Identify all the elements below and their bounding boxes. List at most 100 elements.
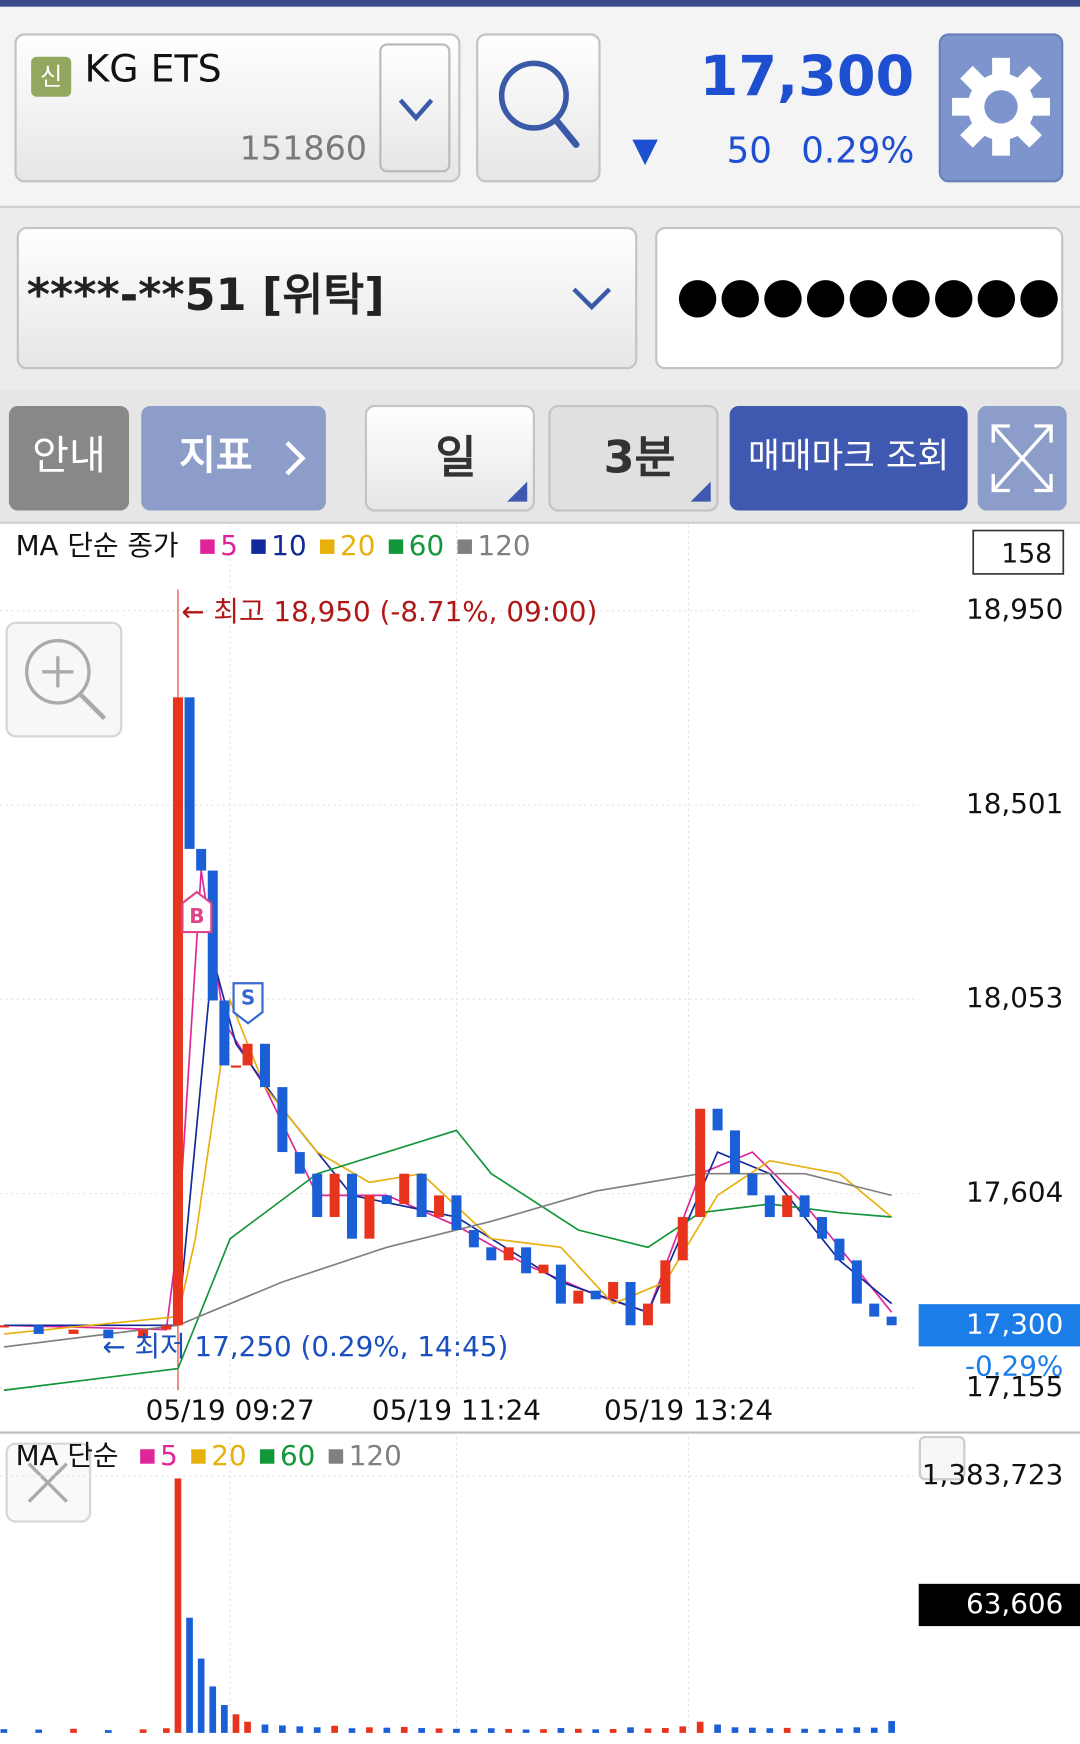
corner-mark	[690, 481, 711, 502]
legend-swatch	[388, 539, 404, 554]
legend-label: 20	[340, 529, 375, 562]
candle	[625, 1281, 636, 1326]
y-tick-label: 1,383,723	[922, 1458, 1063, 1491]
candle	[555, 1264, 566, 1304]
password-field[interactable]	[655, 226, 1064, 370]
period-button[interactable]	[364, 404, 535, 512]
gear-icon	[952, 57, 1050, 156]
change-pct: 0.29%	[801, 130, 914, 171]
candle	[259, 1043, 270, 1088]
volume-bar	[505, 1728, 513, 1733]
volume-bar	[261, 1724, 269, 1733]
legend-swatch	[457, 539, 472, 554]
volume-bar	[470, 1729, 478, 1733]
volume-bar	[197, 1658, 205, 1733]
volume-bar	[348, 1728, 356, 1733]
volume-bar	[818, 1729, 826, 1733]
candle	[381, 1195, 392, 1205]
legend-swatch	[191, 1449, 206, 1464]
search-button[interactable]	[476, 33, 601, 183]
volume-bar	[366, 1727, 373, 1733]
search-icon-handle	[552, 116, 580, 148]
candle	[329, 1173, 340, 1218]
interval-button[interactable]	[548, 404, 719, 512]
indicator-button[interactable]	[141, 405, 326, 511]
legend-swatch	[259, 1449, 275, 1464]
candle	[573, 1290, 584, 1304]
charts: 18,950 18,501 18,053 17,604 17,155 05/19 09:2…	[0, 524, 1080, 1733]
volume-bar	[853, 1727, 861, 1733]
volume-bar	[540, 1729, 547, 1733]
close-icon	[27, 1462, 68, 1503]
last-change-label: -0.29%	[965, 1350, 1063, 1383]
volume-bar	[453, 1728, 460, 1733]
legend-swatch	[320, 539, 335, 554]
x-tick-label: 05/19 13:24	[604, 1393, 773, 1426]
candle	[695, 1108, 706, 1218]
candle	[196, 848, 207, 871]
candle	[416, 1173, 427, 1218]
info-button[interactable]	[8, 405, 130, 511]
volume-bar	[714, 1724, 721, 1733]
volume-bar	[418, 1728, 425, 1733]
stock-dropdown[interactable]	[379, 43, 451, 173]
indicator-label: 지표	[179, 433, 253, 479]
y-tick-label: 18,501	[966, 787, 1063, 820]
volume-bar	[0, 1729, 8, 1733]
candle	[608, 1281, 619, 1300]
volume-bar	[70, 1728, 77, 1733]
candle	[886, 1316, 897, 1326]
legend-label: 60	[409, 529, 444, 562]
candle	[434, 1195, 445, 1218]
legend-label: 120	[478, 529, 531, 562]
candle	[138, 1329, 149, 1339]
scroll-top-button[interactable]	[918, 1435, 966, 1481]
candle	[521, 1247, 532, 1274]
y-tick-label: 17,604	[966, 1176, 1063, 1209]
volume-bar	[522, 1729, 530, 1733]
badge	[31, 56, 72, 97]
chevron	[285, 441, 306, 476]
candle	[834, 1238, 845, 1261]
volume-bar	[766, 1728, 774, 1733]
last-volume-label: 63,606	[966, 1587, 1063, 1620]
volume-bar	[487, 1728, 495, 1733]
current-price: 17,300	[700, 44, 915, 109]
candle	[782, 1195, 793, 1218]
volume-bar	[331, 1725, 338, 1733]
volume-bar	[627, 1727, 634, 1733]
ma-line	[3, 956, 893, 1327]
account-select[interactable]	[16, 226, 638, 370]
expand-icon	[991, 424, 1053, 493]
stock-box[interactable]	[14, 33, 461, 183]
info-label: 안내	[32, 433, 106, 479]
candle	[851, 1260, 862, 1304]
volume-bar	[644, 1728, 652, 1733]
candle	[68, 1329, 79, 1334]
sell-mark-label: S	[241, 985, 255, 1009]
chevron	[572, 287, 612, 311]
candle	[486, 1247, 497, 1261]
volume-bar	[313, 1727, 321, 1733]
candle	[503, 1247, 514, 1261]
volume-bar	[221, 1705, 228, 1733]
candle	[660, 1260, 671, 1304]
volume-bar	[209, 1686, 217, 1733]
volume-bar	[186, 1617, 193, 1733]
volume-bar	[731, 1727, 739, 1733]
volume-bar	[749, 1727, 756, 1733]
password-dots: ●●●●●●●●●	[676, 267, 1060, 324]
trade-marks-button[interactable]	[729, 405, 968, 511]
candle	[764, 1195, 775, 1218]
trade-marks-label: 매매마크 조회	[748, 437, 949, 477]
last-price-label: 17,300	[966, 1307, 1063, 1340]
candle	[869, 1303, 880, 1317]
candle	[468, 1230, 479, 1248]
volume-bar	[244, 1721, 251, 1733]
count-box	[972, 529, 1065, 575]
period-label: 일	[436, 432, 477, 483]
candle	[642, 1303, 653, 1326]
candle	[747, 1173, 758, 1196]
sell-mark	[232, 982, 264, 1025]
legend-swatch	[200, 539, 215, 554]
